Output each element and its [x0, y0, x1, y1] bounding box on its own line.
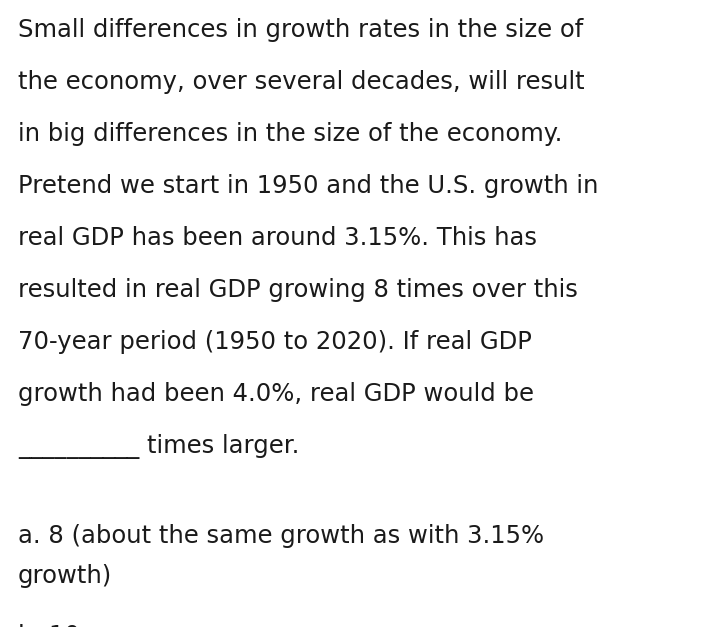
- Text: __________ times larger.: __________ times larger.: [18, 434, 299, 459]
- Text: growth): growth): [18, 564, 112, 588]
- Text: a. 8 (about the same growth as with 3.15%: a. 8 (about the same growth as with 3.15…: [18, 524, 544, 548]
- Text: 70-year period (1950 to 2020). If real GDP: 70-year period (1950 to 2020). If real G…: [18, 330, 532, 354]
- Text: b. 10: b. 10: [18, 624, 80, 627]
- Text: in big differences in the size of the economy.: in big differences in the size of the ec…: [18, 122, 562, 146]
- Text: real GDP has been around 3.15%. This has: real GDP has been around 3.15%. This has: [18, 226, 537, 250]
- Text: Small differences in growth rates in the size of: Small differences in growth rates in the…: [18, 18, 583, 42]
- Text: resulted in real GDP growing 8 times over this: resulted in real GDP growing 8 times ove…: [18, 278, 578, 302]
- Text: growth had been 4.0%, real GDP would be: growth had been 4.0%, real GDP would be: [18, 382, 534, 406]
- Text: Pretend we start in 1950 and the U.S. growth in: Pretend we start in 1950 and the U.S. gr…: [18, 174, 599, 198]
- Text: the economy, over several decades, will result: the economy, over several decades, will …: [18, 70, 585, 94]
